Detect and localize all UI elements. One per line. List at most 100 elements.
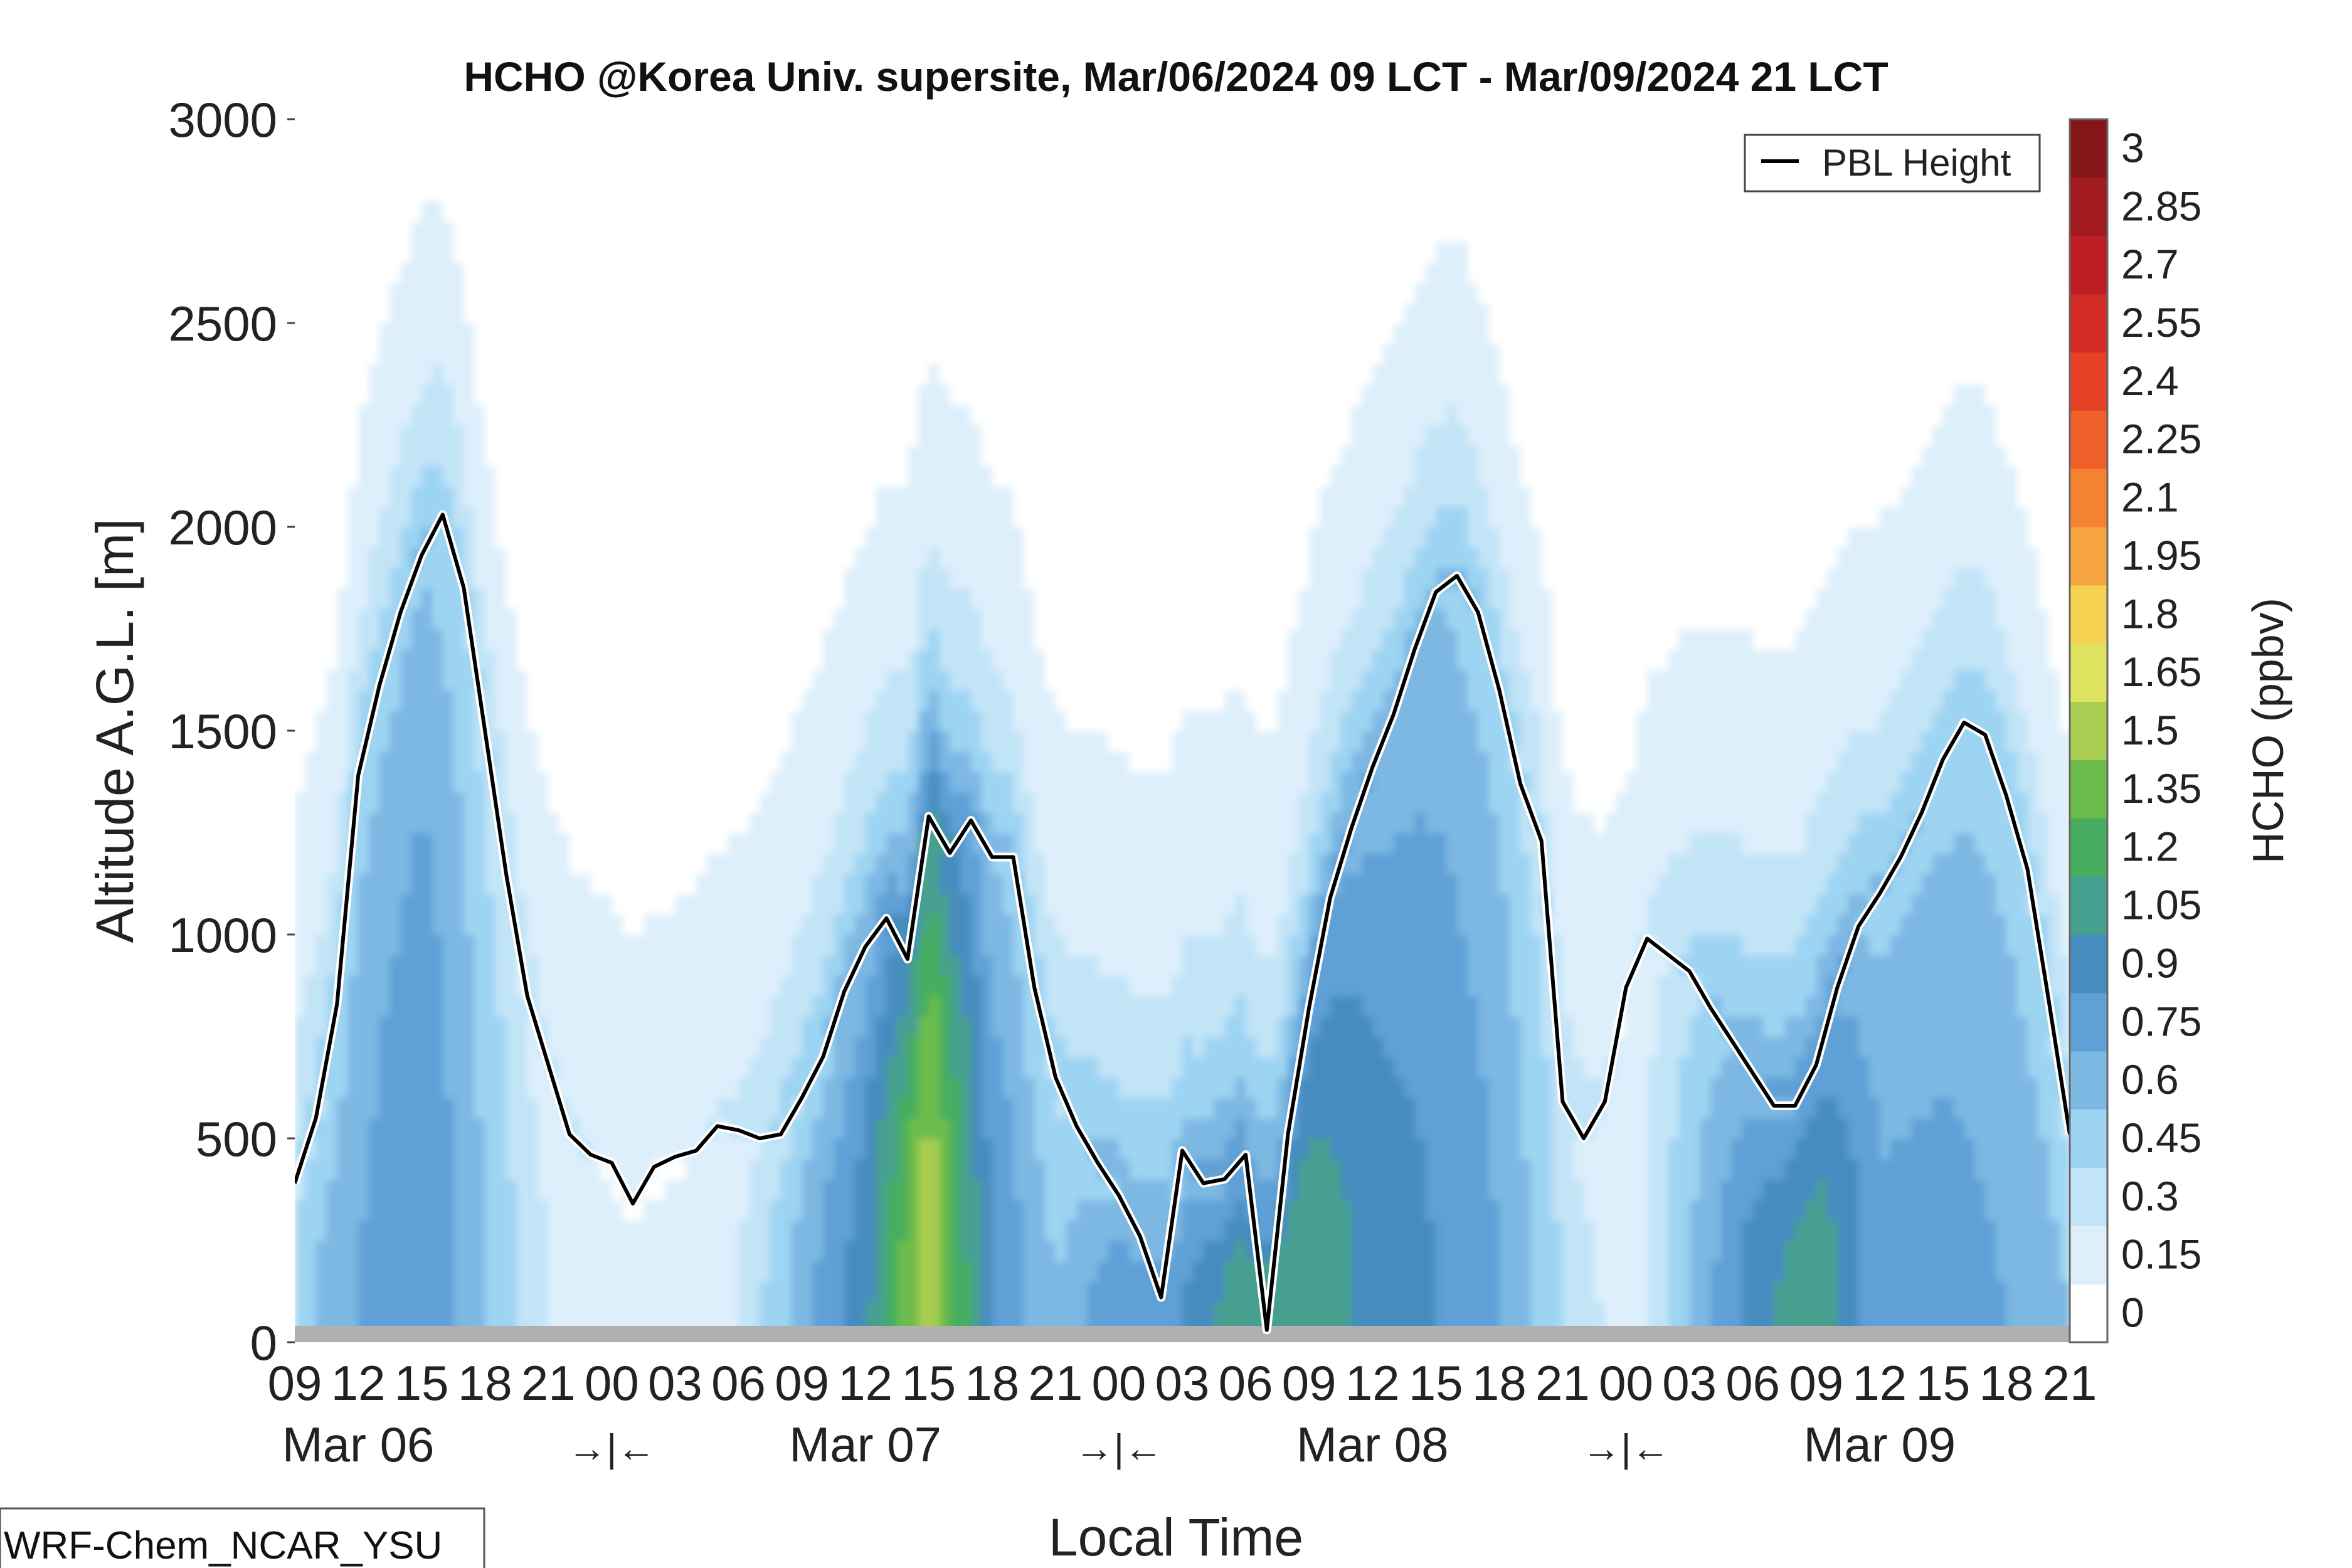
hcho-cell — [517, 1200, 528, 1221]
hcho-cell — [295, 364, 306, 385]
hcho-cell — [844, 221, 856, 243]
hcho-cell — [443, 608, 454, 630]
hcho-cell — [390, 853, 401, 874]
hcho-cell — [1130, 874, 1141, 895]
hcho-cell — [379, 548, 391, 569]
hcho-cell — [929, 486, 940, 507]
hcho-cell — [950, 344, 961, 365]
hcho-cell — [421, 711, 433, 732]
hcho-cell — [1119, 894, 1130, 915]
hcho-cell — [728, 935, 739, 956]
hcho-cell — [665, 221, 676, 243]
hcho-cell — [982, 629, 993, 650]
hcho-cell — [802, 160, 813, 181]
hcho-cell — [876, 1098, 887, 1119]
hcho-cell — [707, 1016, 718, 1037]
hcho-cell — [411, 649, 422, 670]
hcho-cell — [1151, 527, 1162, 548]
hcho-cell — [432, 1200, 443, 1221]
hcho-cell — [358, 1016, 369, 1037]
hcho-cell — [432, 1220, 443, 1241]
hcho-cell — [612, 445, 623, 467]
hcho-cell — [464, 874, 475, 895]
hcho-cell — [792, 221, 803, 243]
hcho-cell — [686, 975, 697, 997]
hcho-cell — [707, 221, 718, 243]
hcho-cell — [474, 445, 485, 467]
hcho-cell — [940, 486, 951, 507]
hcho-cell — [569, 1200, 581, 1221]
hcho-cell — [601, 1281, 613, 1303]
hcho-cell — [1077, 1159, 1088, 1180]
hcho-cell — [1130, 792, 1141, 813]
hcho-cell — [1119, 996, 1130, 1017]
hcho-cell — [591, 221, 602, 243]
hcho-cell — [548, 119, 559, 140]
hcho-cell — [305, 425, 317, 447]
hcho-cell — [443, 955, 454, 977]
hcho-cell — [960, 996, 972, 1017]
hcho-cell — [559, 364, 570, 385]
hcho-cell — [506, 1220, 517, 1241]
hcho-cell — [538, 955, 549, 977]
hcho-cell — [855, 853, 866, 874]
hcho-cell — [474, 1057, 485, 1078]
hcho-cell — [834, 833, 845, 854]
hcho-cell — [770, 221, 781, 243]
hcho-cell — [1024, 1098, 1035, 1119]
hcho-cell — [379, 221, 391, 243]
hcho-cell — [844, 1179, 856, 1200]
hcho-cell — [1140, 894, 1152, 915]
hcho-cell — [432, 833, 443, 854]
hcho-cell — [506, 303, 517, 324]
hcho-cell — [886, 1078, 898, 1099]
hcho-cell — [1066, 935, 1078, 956]
hcho-cell — [485, 119, 496, 140]
hcho-cell — [1151, 1057, 1162, 1078]
hcho-cell — [411, 445, 422, 467]
hcho-cell — [495, 527, 507, 548]
hcho-cell — [644, 282, 655, 304]
hcho-cell — [1161, 1118, 1172, 1140]
hcho-cell — [612, 1281, 623, 1303]
hcho-cell — [728, 955, 739, 977]
hcho-cell — [855, 975, 866, 997]
hcho-cell — [1066, 731, 1078, 752]
hcho-cell — [866, 711, 877, 732]
hcho-cell — [1161, 996, 1172, 1017]
hcho-cell — [485, 1016, 496, 1037]
hcho-cell — [369, 996, 380, 1017]
hcho-cell — [1014, 303, 1025, 324]
hcho-cell — [802, 955, 813, 977]
hcho-cell — [1087, 588, 1098, 610]
hcho-cell — [696, 812, 707, 834]
hcho-cell — [982, 1037, 993, 1058]
hcho-cell — [918, 690, 930, 711]
hcho-cell — [369, 262, 380, 283]
hcho-cell — [559, 996, 570, 1017]
hcho-cell — [347, 344, 359, 365]
hcho-cell — [718, 303, 729, 324]
hcho-cell — [897, 894, 908, 915]
hcho-cell — [654, 1179, 665, 1200]
hcho-cell — [739, 445, 750, 467]
hcho-cell — [1140, 935, 1152, 956]
hcho-cell — [696, 568, 707, 589]
hcho-cell — [622, 119, 633, 140]
hcho-cell — [696, 894, 707, 915]
hcho-cell — [432, 588, 443, 610]
hcho-cell — [1056, 181, 1067, 202]
hcho-cell — [823, 201, 834, 222]
hcho-cell — [358, 812, 369, 834]
hcho-cell — [929, 1159, 940, 1180]
hcho-cell — [591, 996, 602, 1017]
hcho-cell — [1077, 221, 1088, 243]
hcho-cell — [305, 1200, 317, 1221]
hcho-cell — [485, 853, 496, 874]
hcho-cell — [665, 445, 676, 467]
hcho-cell — [802, 548, 813, 569]
hcho-cell — [538, 1241, 549, 1262]
hcho-cell — [886, 548, 898, 569]
hcho-cell — [316, 160, 327, 181]
hcho-cell — [337, 282, 348, 304]
